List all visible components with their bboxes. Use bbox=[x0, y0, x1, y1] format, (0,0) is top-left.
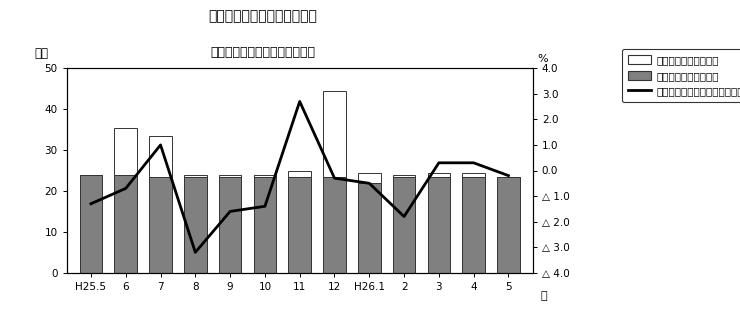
Bar bbox=[428, 177, 450, 273]
Bar bbox=[462, 177, 485, 273]
Bar bbox=[393, 177, 415, 273]
Text: （規模５人以上　調査産業計）: （規模５人以上 調査産業計） bbox=[210, 46, 315, 60]
Bar bbox=[80, 175, 102, 273]
Bar bbox=[149, 136, 172, 177]
Legend: 特別に支払われた給与, きまって支給する給与, 現金給与総額対前年同月比（％）: 特別に支払われた給与, きまって支給する給与, 現金給与総額対前年同月比（％） bbox=[622, 49, 740, 103]
Bar bbox=[393, 175, 415, 177]
Text: 第１図　現金給与総額の推移: 第１図 現金給与総額の推移 bbox=[208, 9, 317, 23]
Bar bbox=[289, 177, 311, 273]
Bar bbox=[115, 127, 137, 175]
Bar bbox=[358, 183, 380, 273]
Bar bbox=[219, 175, 241, 177]
Bar bbox=[323, 177, 346, 273]
Bar bbox=[184, 175, 206, 177]
Bar bbox=[115, 175, 137, 273]
Text: 万円: 万円 bbox=[34, 47, 48, 60]
Bar bbox=[428, 173, 450, 177]
Bar bbox=[323, 91, 346, 177]
Bar bbox=[184, 177, 206, 273]
Bar bbox=[254, 177, 276, 273]
Text: %: % bbox=[537, 54, 548, 64]
Bar bbox=[358, 173, 380, 183]
Bar bbox=[289, 170, 311, 177]
Bar bbox=[149, 177, 172, 273]
Text: 月: 月 bbox=[540, 291, 547, 301]
Bar bbox=[219, 177, 241, 273]
Bar bbox=[462, 173, 485, 177]
Bar bbox=[497, 177, 519, 273]
Bar bbox=[254, 175, 276, 177]
